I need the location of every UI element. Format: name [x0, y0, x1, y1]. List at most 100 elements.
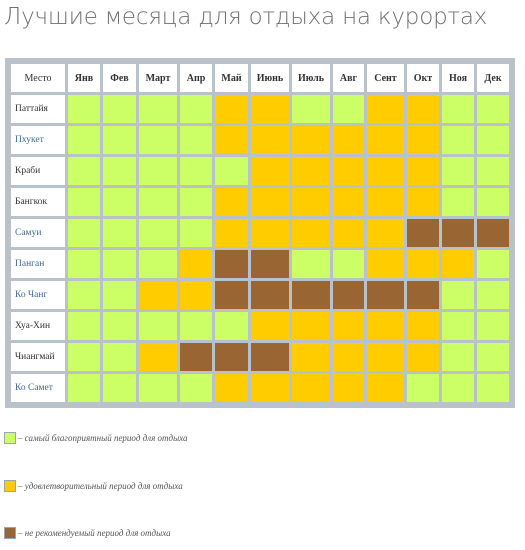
heat-cell — [180, 157, 212, 185]
heat-cell — [292, 126, 330, 154]
heat-cell — [292, 374, 330, 402]
heat-cell — [442, 157, 474, 185]
column-header: Фев — [103, 64, 136, 92]
heat-cell — [477, 343, 509, 371]
heat-cell — [407, 95, 439, 123]
legend-item: – удовлетворительный период для отдыха — [4, 480, 183, 492]
heat-cell — [292, 188, 330, 216]
heat-cell — [251, 219, 289, 247]
heat-cell — [68, 219, 100, 247]
heat-cell — [251, 188, 289, 216]
heat-cell — [103, 188, 136, 216]
heat-cell — [251, 374, 289, 402]
column-header: Июнь — [251, 64, 289, 92]
place-label[interactable]: Пхукет — [11, 126, 65, 154]
heat-cell — [333, 126, 364, 154]
heat-cell — [292, 157, 330, 185]
heat-cell — [215, 157, 248, 185]
heat-cell — [367, 281, 404, 309]
heat-cell — [407, 374, 439, 402]
heat-cell — [180, 312, 212, 340]
heat-cell — [103, 250, 136, 278]
heat-cell — [139, 188, 177, 216]
heat-cell — [180, 95, 212, 123]
place-label: Хуа-Хин — [11, 312, 65, 340]
grid-table: Место Янв Фев Март Апр Май Июнь Июль Авг Сент Окт… — [8, 61, 512, 405]
table-row: Панган — [11, 250, 509, 278]
heat-cell — [68, 281, 100, 309]
heat-cell — [180, 126, 212, 154]
heat-cell — [103, 281, 136, 309]
heat-cell — [477, 374, 509, 402]
heat-cell — [477, 157, 509, 185]
resort-month-grid: Место Янв Фев Март Апр Май Июнь Июль Авг Сент Окт… — [5, 58, 515, 408]
heat-cell — [68, 343, 100, 371]
heat-cell — [251, 281, 289, 309]
heat-cell — [442, 343, 474, 371]
heat-cell — [333, 219, 364, 247]
heat-cell — [292, 95, 330, 123]
heat-cell — [215, 281, 248, 309]
page-title: Лучшие месяца для отдыха на курортах — [4, 4, 488, 30]
heat-cell — [477, 188, 509, 216]
heat-cell — [180, 281, 212, 309]
heat-cell — [477, 250, 509, 278]
grid-body: Паттайя Пхукет Краби Бангкок Самуи Панган Ко Ч… — [11, 95, 509, 402]
heat-cell — [139, 250, 177, 278]
heat-cell — [68, 374, 100, 402]
heat-cell — [180, 343, 212, 371]
heat-cell — [407, 312, 439, 340]
heat-cell — [367, 219, 404, 247]
heat-cell — [477, 312, 509, 340]
legend-label: – самый благоприятный период для отдыха — [18, 433, 188, 443]
heat-cell — [215, 250, 248, 278]
heat-cell — [407, 281, 439, 309]
heat-cell — [215, 126, 248, 154]
heat-cell — [215, 219, 248, 247]
heat-cell — [407, 188, 439, 216]
heat-cell — [139, 157, 177, 185]
place-label: Паттайя — [11, 95, 65, 123]
legend-label: – не рекомендуемый период для отдыха — [18, 528, 171, 538]
heat-cell — [442, 312, 474, 340]
heat-cell — [139, 312, 177, 340]
heat-cell — [442, 126, 474, 154]
legend-item: – не рекомендуемый период для отдыха — [4, 527, 171, 539]
column-header: Окт — [407, 64, 439, 92]
place-label[interactable]: Ко Чанг — [11, 281, 65, 309]
place-label[interactable]: Ко Самет — [11, 374, 65, 402]
heat-cell — [367, 188, 404, 216]
heat-cell — [367, 157, 404, 185]
heat-cell — [103, 95, 136, 123]
heat-cell — [180, 250, 212, 278]
heat-cell — [68, 157, 100, 185]
legend-swatch — [4, 432, 16, 444]
legend-item: – самый благоприятный период для отдыха — [4, 432, 188, 444]
heat-cell — [292, 343, 330, 371]
header-row: Место Янв Фев Март Апр Май Июнь Июль Авг Сент Окт… — [11, 64, 509, 92]
heat-cell — [103, 126, 136, 154]
table-row: Ко Самет — [11, 374, 509, 402]
heat-cell — [407, 126, 439, 154]
heat-cell — [477, 281, 509, 309]
heat-cell — [251, 95, 289, 123]
heat-cell — [68, 126, 100, 154]
table-row: Бангкок — [11, 188, 509, 216]
heat-cell — [367, 95, 404, 123]
heat-cell — [180, 219, 212, 247]
place-label[interactable]: Самуи — [11, 219, 65, 247]
heat-cell — [215, 374, 248, 402]
heat-cell — [407, 219, 439, 247]
heat-cell — [215, 95, 248, 123]
heat-cell — [333, 250, 364, 278]
heat-cell — [103, 343, 136, 371]
heat-cell — [103, 219, 136, 247]
heat-cell — [367, 374, 404, 402]
corner-header: Место — [11, 64, 65, 92]
heat-cell — [103, 312, 136, 340]
place-label[interactable]: Панган — [11, 250, 65, 278]
column-header: Дек — [477, 64, 509, 92]
table-row: Паттайя — [11, 95, 509, 123]
table-row: Хуа-Хин — [11, 312, 509, 340]
heat-cell — [251, 250, 289, 278]
